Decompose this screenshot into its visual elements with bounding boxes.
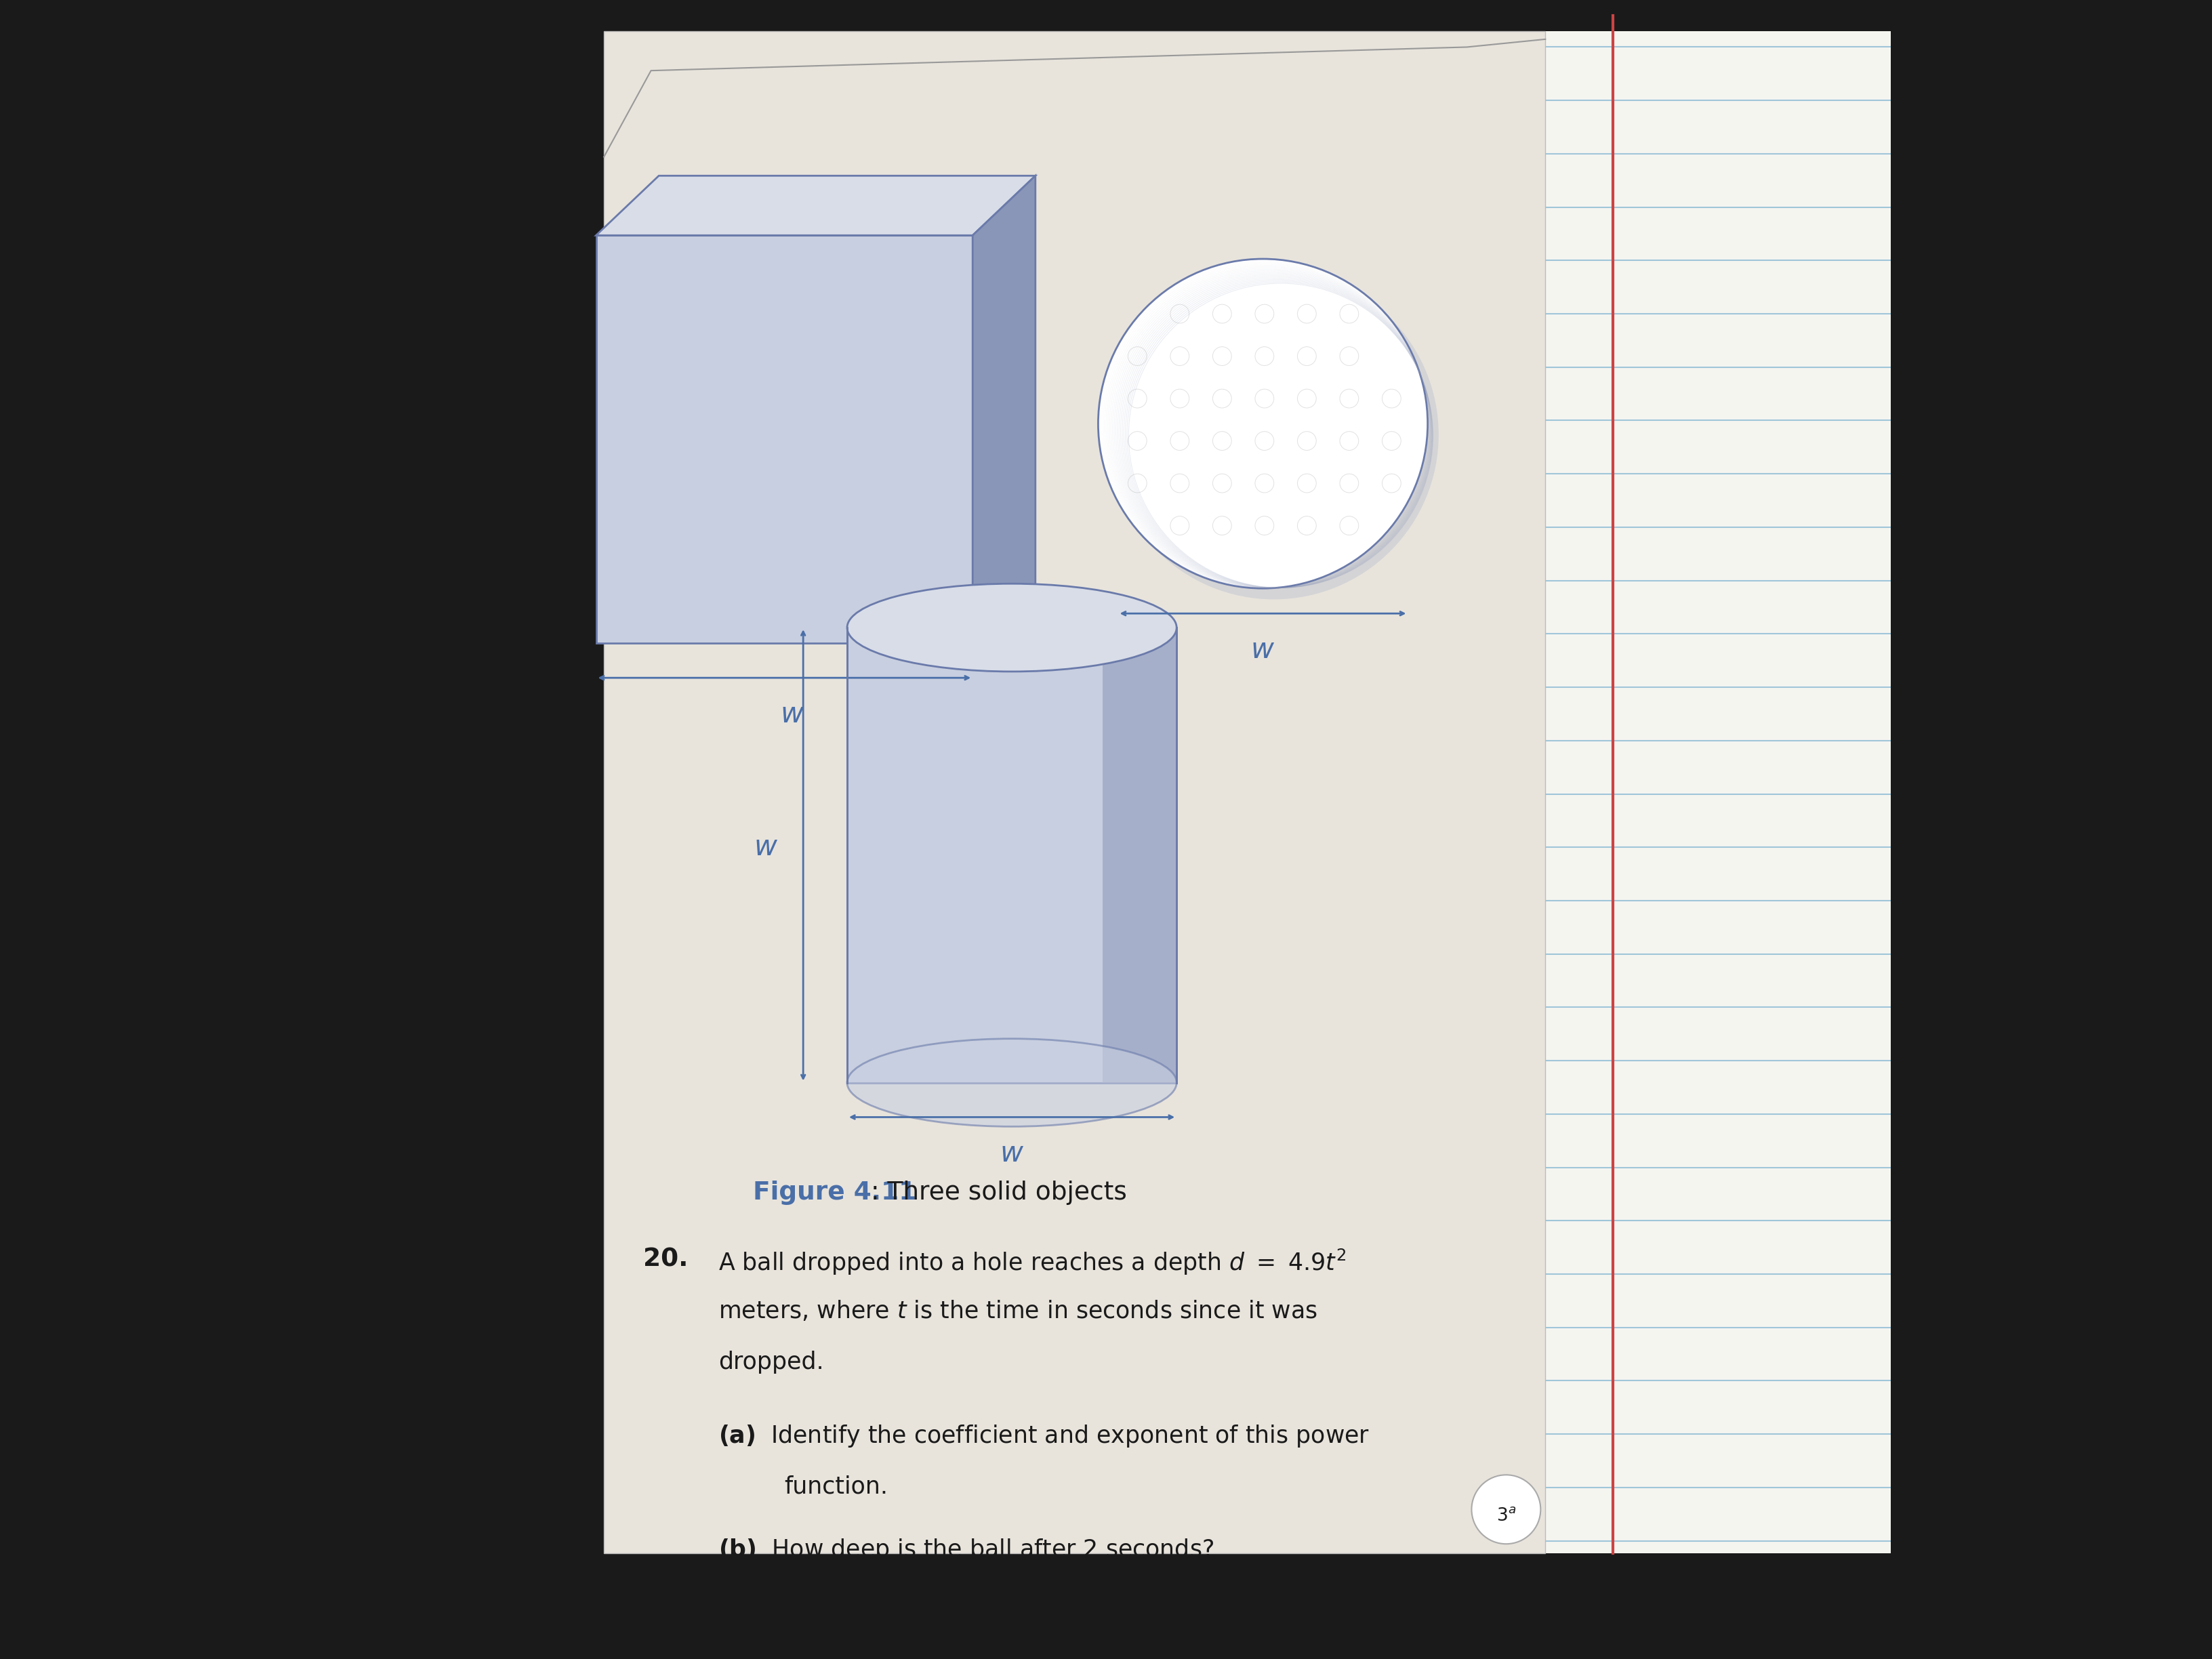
Polygon shape [1102, 627, 1177, 1083]
Ellipse shape [847, 584, 1177, 672]
FancyBboxPatch shape [604, 32, 1546, 1553]
Circle shape [1108, 270, 1438, 599]
Text: $\mathbf{(c)}$  If the ball hits the bottom of the hole after 4 sec-: $\mathbf{(c)}$ If the ball hits the bott… [719, 1599, 1345, 1624]
Text: $w$: $w$ [1250, 635, 1274, 664]
Text: Figure 4.11: Figure 4.11 [752, 1180, 916, 1204]
Text: $w$: $w$ [781, 700, 805, 728]
Text: dropped.: dropped. [719, 1350, 823, 1374]
Text: A ball dropped into a hole reaches a depth $d\ =\ 4.9t^2$: A ball dropped into a hole reaches a dep… [719, 1248, 1347, 1277]
Text: $w$: $w$ [1000, 1140, 1024, 1168]
Text: : Three solid objects: : Three solid objects [872, 1180, 1126, 1204]
Text: function.: function. [785, 1475, 887, 1498]
Polygon shape [595, 236, 973, 644]
Text: 20.: 20. [644, 1248, 688, 1272]
Circle shape [1471, 1475, 1540, 1545]
Polygon shape [973, 176, 1035, 644]
Polygon shape [595, 176, 1035, 236]
Text: onds, how deep is the hole?: onds, how deep is the hole? [785, 1651, 1113, 1659]
Text: $w$: $w$ [754, 833, 779, 861]
Text: meters, where $t$ is the time in seconds since it was: meters, where $t$ is the time in seconds… [719, 1299, 1318, 1322]
Text: $3^a$: $3^a$ [1495, 1506, 1515, 1525]
Circle shape [1097, 259, 1427, 589]
FancyBboxPatch shape [1537, 32, 1891, 1553]
Polygon shape [847, 627, 1177, 1083]
Text: $\mathbf{(b)}$  How deep is the ball after 2 seconds?: $\mathbf{(b)}$ How deep is the ball afte… [719, 1538, 1214, 1563]
Ellipse shape [847, 1039, 1177, 1126]
Text: $\mathbf{(a)}$  Identify the coefficient and exponent of this power: $\mathbf{(a)}$ Identify the coefficient … [719, 1423, 1369, 1450]
Circle shape [1177, 327, 1270, 420]
